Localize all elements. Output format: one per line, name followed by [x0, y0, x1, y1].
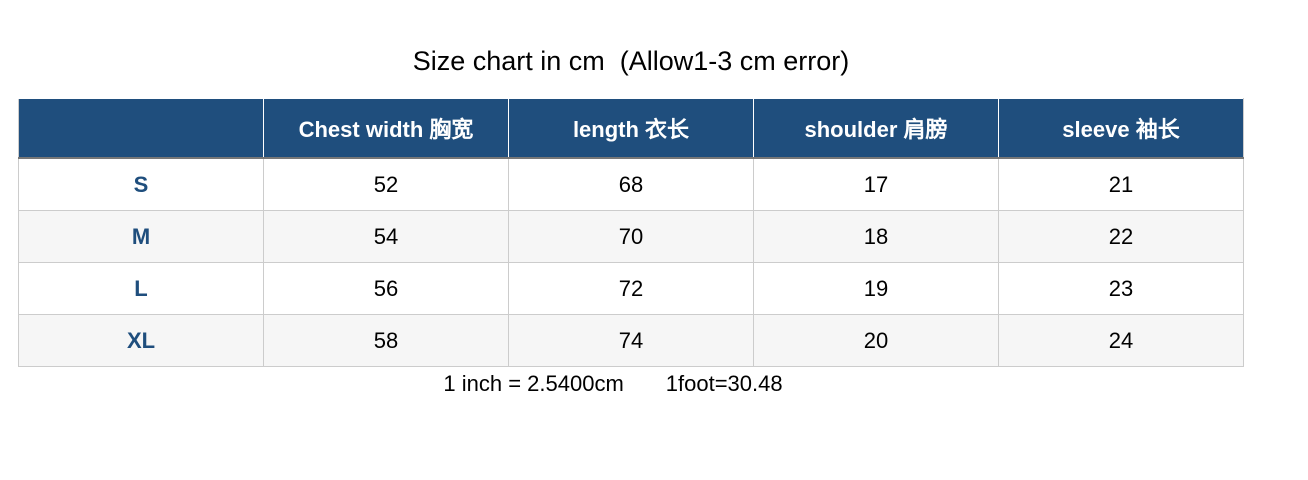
header-length: length 衣长	[508, 98, 754, 159]
cell-shoulder: 17	[753, 157, 999, 211]
cell-sleeve: 23	[998, 262, 1244, 315]
cell-size: XL	[18, 314, 264, 367]
table-row: M 54 70 18 22	[18, 210, 1244, 263]
cell-chest-width: 56	[263, 262, 509, 315]
cell-length: 72	[508, 262, 754, 315]
foot-conversion: 1foot=30.48	[665, 371, 783, 396]
header-sleeve: sleeve 袖长	[998, 98, 1244, 159]
cell-chest-width: 52	[263, 157, 509, 211]
size-table: Chest width 胸宽 length 衣长 shoulder 肩膀 sle…	[18, 98, 1244, 367]
cell-length: 68	[508, 157, 754, 211]
table-row: S 52 68 17 21	[18, 157, 1244, 211]
cell-chest-width: 54	[263, 210, 509, 263]
cell-length: 74	[508, 314, 754, 367]
header-row: Chest width 胸宽 length 衣长 shoulder 肩膀 sle…	[18, 98, 1244, 159]
cell-size: S	[18, 157, 264, 211]
cell-sleeve: 22	[998, 210, 1244, 263]
cell-sleeve: 24	[998, 314, 1244, 367]
cell-shoulder: 20	[753, 314, 999, 367]
cell-size: M	[18, 210, 264, 263]
header-chest-width: Chest width 胸宽	[263, 98, 509, 159]
header-shoulder: shoulder 肩膀	[753, 98, 999, 159]
table-row: XL 58 74 20 24	[18, 314, 1244, 367]
table-row: L 56 72 19 23	[18, 262, 1244, 315]
inch-conversion: 1 inch = 2.5400cm	[443, 371, 624, 396]
header-size	[18, 98, 264, 159]
chart-title: Size chart in cm (Allow1-3 cm error)	[412, 46, 850, 76]
cell-chest-width: 58	[263, 314, 509, 367]
cell-sleeve: 21	[998, 157, 1244, 211]
conversion-note: 1 inch = 2.5400cm 1foot=30.48	[0, 371, 1226, 397]
cell-shoulder: 19	[753, 262, 999, 315]
cell-length: 70	[508, 210, 754, 263]
cell-shoulder: 18	[753, 210, 999, 263]
cell-size: L	[18, 262, 264, 315]
